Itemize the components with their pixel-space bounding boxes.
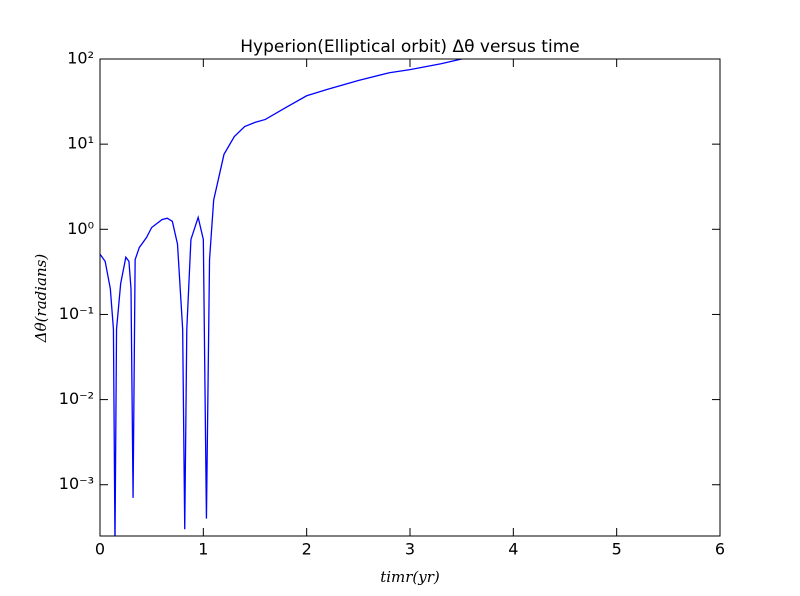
x-tick-label: 5 [612,540,622,559]
y-tick-label: 10⁻¹ [59,304,94,323]
data-line [100,59,467,536]
y-tick-label: 10⁰ [67,219,94,238]
y-axis-label: Δθ(radians) [32,254,50,344]
y-tick-label: 10¹ [67,134,94,153]
y-tick-label: 10⁻² [59,389,94,408]
x-tick-label: 2 [302,540,312,559]
x-tick-label: 4 [508,540,518,559]
x-tick-label: 0 [95,540,105,559]
plot-area [100,59,467,536]
x-tick-label: 1 [198,540,208,559]
chart-title: Hyperion(Elliptical orbit) Δθ versus tim… [240,37,579,57]
x-tick-label: 3 [405,540,415,559]
y-tick-label: 10⁻³ [59,474,94,493]
x-tick-label: 6 [715,540,725,559]
y-tick-label: 10² [67,49,94,68]
x-axis-label: timr(yr) [380,568,440,586]
